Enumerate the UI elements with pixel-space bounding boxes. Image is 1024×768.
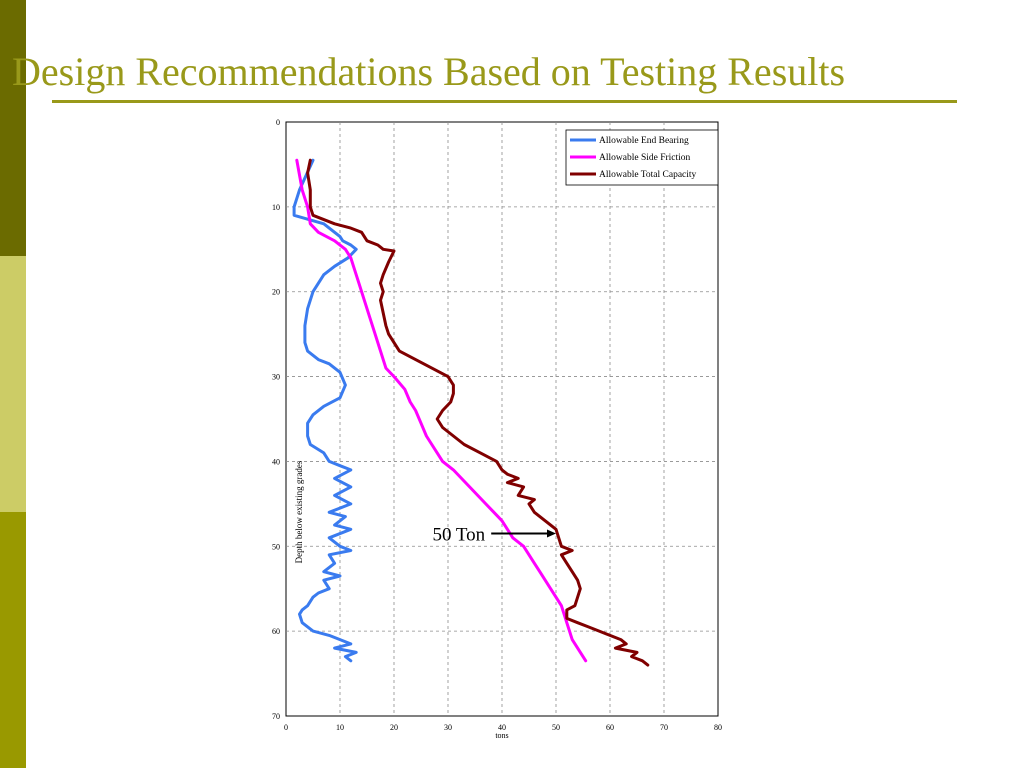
y-tick-label: 0 [276,118,280,127]
y-tick-label: 20 [272,288,280,297]
annotation-label: 50 Ton [433,525,486,546]
legend-label-1: Allowable End Bearing [599,136,689,146]
annotation-arrow-head [547,529,556,538]
side-bar-segment-middle [0,256,26,512]
side-bar-segment-top [0,0,26,256]
legend-label-2: Allowable Side Friction [599,153,691,163]
y-tick-label: 10 [272,203,280,212]
y-tick-label: 50 [272,542,280,551]
y-tick-label: 70 [272,712,280,721]
slide-title: Design Recommendations Based on Testing … [12,49,846,94]
x-tick-label: 10 [336,723,344,732]
side-bar-segment-bottom [0,512,26,768]
x-tick-label: 70 [660,723,668,732]
series-line-1 [292,158,358,663]
series-line-3 [306,158,650,667]
x-tick-label: 50 [552,723,560,732]
decorative-side-bar [0,0,26,768]
x-tick-label: 30 [444,723,452,732]
x-tick-label: 40 [498,723,506,732]
x-tick-label: 80 [714,723,722,732]
x-axis-label: tons [495,731,508,740]
legend-label-3: Allowable Total Capacity [599,170,697,180]
title-underline [52,100,957,103]
y-tick-label: 40 [272,457,280,466]
y-tick-label: 60 [272,627,280,636]
y-tick-label: 30 [272,373,280,382]
y-axis-label: Depth below existing grades [294,460,304,563]
series-line-2 [295,158,588,663]
x-tick-label: 20 [390,723,398,732]
capacity-depth-chart: 0 10 20 30 40 50 60 70 80 0 10 20 30 40 50 60 70 tons Dept… [272,118,722,740]
x-tick-label: 0 [284,723,288,732]
x-tick-label: 60 [606,723,614,732]
